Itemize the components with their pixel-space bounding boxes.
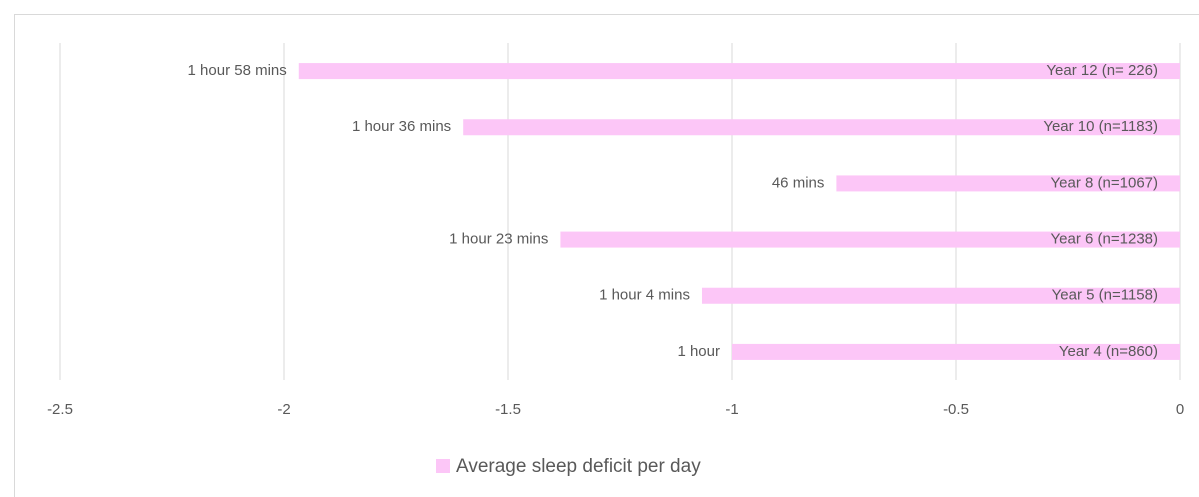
bar: [701, 287, 1180, 304]
legend-label: Average sleep deficit per day: [456, 456, 701, 477]
value-label: 1 hour 4 mins: [599, 287, 690, 304]
x-tick-label: -2: [277, 401, 290, 418]
value-label: 1 hour: [677, 343, 720, 360]
value-label: 46 mins: [772, 174, 825, 191]
value-label: 1 hour 23 mins: [449, 231, 548, 248]
category-label: Year 6 (n=1238): [1051, 231, 1158, 248]
x-tick-label: -1.5: [495, 401, 521, 418]
bar: [836, 175, 1180, 192]
value-label: 1 hour 58 mins: [188, 62, 287, 79]
chart-border: [14, 14, 1199, 497]
category-label: Year 5 (n=1158): [1052, 287, 1158, 304]
bar: [732, 343, 1180, 360]
x-tick-label: 0: [1176, 401, 1184, 418]
category-label: Year 10 (n=1183): [1043, 118, 1158, 135]
bar: [560, 231, 1180, 248]
bar: [463, 119, 1180, 136]
legend-swatch: [436, 459, 450, 473]
x-tick-label: -2.5: [47, 401, 73, 418]
value-label: 1 hour 36 mins: [352, 118, 451, 135]
category-label: Year 8 (n=1067): [1051, 174, 1158, 191]
x-tick-label: -1: [725, 401, 738, 418]
x-tick-label: -0.5: [943, 401, 969, 418]
bar: [298, 63, 1180, 80]
category-label: Year 12 (n= 226): [1046, 62, 1158, 79]
category-label: Year 4 (n=860): [1059, 343, 1158, 360]
